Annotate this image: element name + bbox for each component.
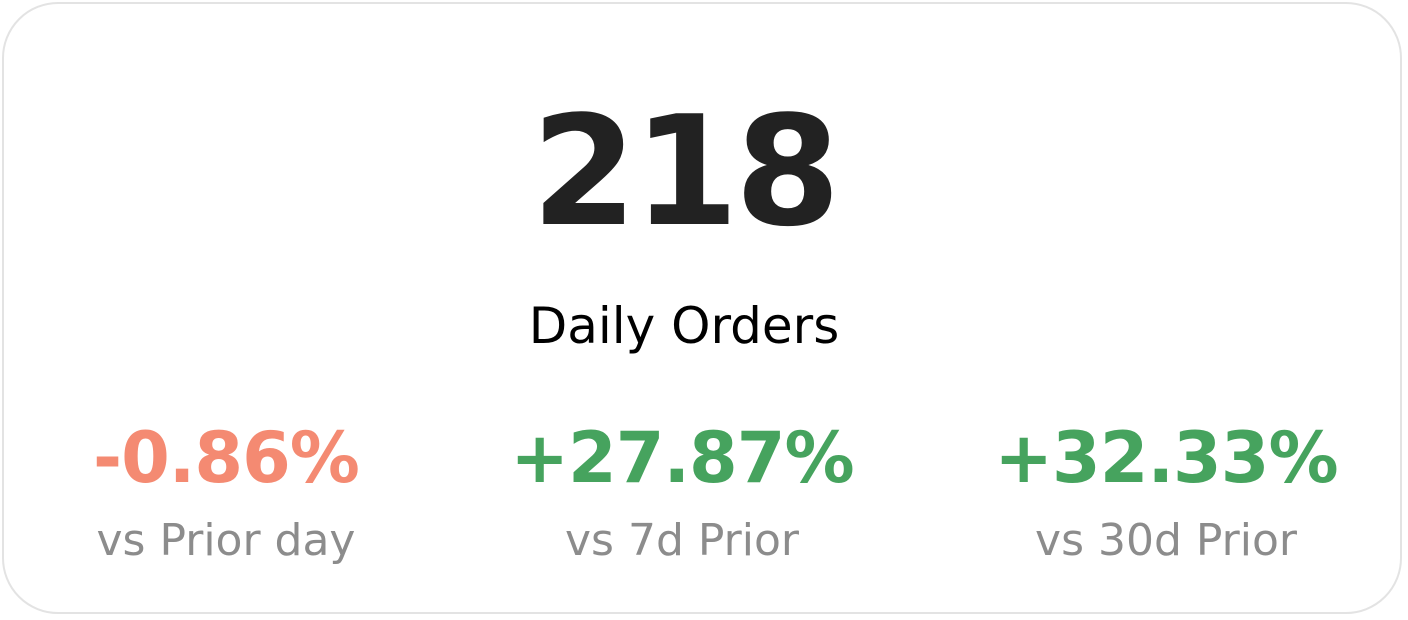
kpi-label: Daily Orders	[528, 297, 840, 355]
kpi-value: 218	[531, 83, 840, 260]
comparison-value: +27.87%	[510, 417, 854, 499]
comparison-label: vs 30d Prior	[1035, 515, 1297, 566]
comparison-label: vs 7d Prior	[565, 515, 799, 566]
comparison-label: vs Prior day	[96, 515, 356, 566]
comparison-value: +32.33%	[994, 417, 1338, 499]
comparison-value: -0.86%	[93, 417, 360, 499]
comparison-prior-day: -0.86% vs Prior day	[0, 416, 486, 568]
comparison-7d-prior: +27.87% vs 7d Prior	[422, 416, 942, 568]
comparison-30d-prior: +32.33% vs 30d Prior	[906, 416, 1408, 568]
